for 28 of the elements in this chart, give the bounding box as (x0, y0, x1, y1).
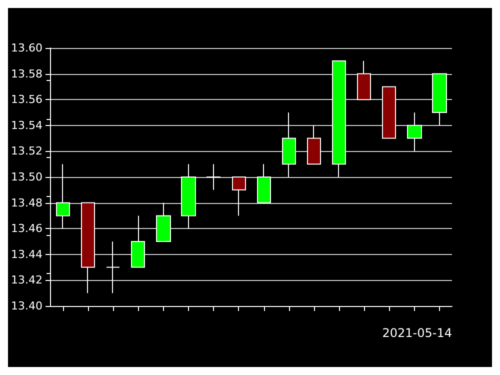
candlestick (131, 215, 145, 268)
y-tick-label: 13.56 (10, 93, 42, 106)
candlestick (307, 124, 321, 165)
y-tick-label: 13.50 (10, 170, 42, 184)
y-tick-label: 13.46 (10, 222, 42, 236)
y-tick-label: 13.42 (10, 274, 42, 287)
candlestick (156, 202, 171, 242)
y-tick-label: 13.48 (10, 196, 42, 210)
candlestick (181, 164, 196, 230)
candlestick (106, 241, 120, 294)
candlestick (382, 86, 396, 139)
candlestick (407, 112, 422, 152)
candlestick (206, 164, 221, 190)
y-tick-label: 13.58 (10, 67, 42, 80)
candlestick (232, 176, 246, 216)
y-tick-label: 13.60 (10, 42, 42, 54)
y-tick-label: 13.52 (10, 144, 42, 158)
candlestick (432, 73, 447, 126)
y-tick-label: 13.44 (10, 248, 42, 261)
candlestick (81, 202, 95, 294)
y-tick-label: 13.54 (10, 118, 42, 132)
y-tick-label: 13.40 (10, 300, 42, 312)
text: 2021-05-14 (382, 326, 452, 340)
candlestick (357, 60, 371, 100)
candlestick (257, 164, 271, 204)
candlestick (56, 164, 70, 230)
candlestick (332, 60, 346, 178)
candlestick (282, 112, 296, 178)
